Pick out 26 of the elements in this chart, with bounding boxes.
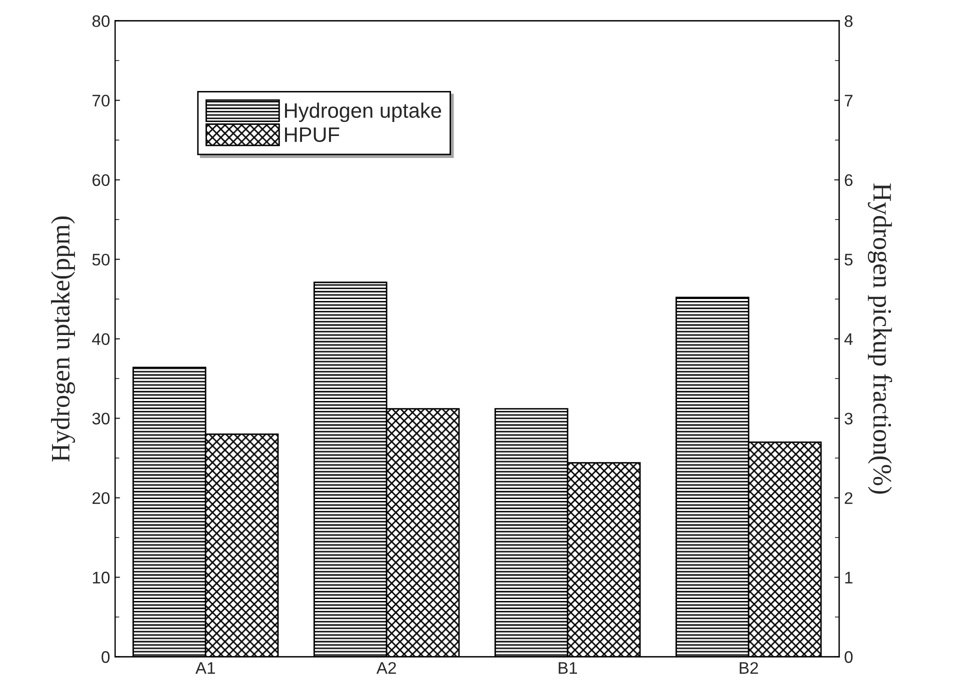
y2-axis-title: Hydrogen pickup fraction(%) bbox=[868, 183, 892, 494]
y2-tick-label: 8 bbox=[844, 15, 853, 28]
y-tick-label: 70 bbox=[92, 94, 110, 107]
y-tick-label: 50 bbox=[92, 254, 110, 266]
y2-tick-label: 4 bbox=[844, 333, 853, 345]
y-tick-label: 60 bbox=[92, 174, 110, 186]
y2-tick-label: 3 bbox=[844, 412, 853, 425]
y-tick-label: 0 bbox=[102, 651, 110, 663]
y2-tick-label: 0 bbox=[844, 651, 853, 663]
y-axis-title: Hydrogen uptake(ppm) bbox=[51, 216, 76, 462]
x-tick-label: A1 bbox=[195, 662, 215, 674]
y2-tick-label: 2 bbox=[844, 492, 852, 504]
y2-tick-label: 5 bbox=[844, 254, 853, 266]
y-tick-label: 80 bbox=[92, 15, 110, 28]
legend-label: Hydrogen uptake bbox=[285, 102, 442, 122]
x-tick-label: B2 bbox=[740, 662, 758, 674]
legend-label: HPUF bbox=[285, 128, 340, 142]
y-tick-label: 20 bbox=[92, 492, 110, 504]
y2-tick-label: 6 bbox=[844, 174, 853, 186]
y2-tick-label: 7 bbox=[844, 94, 852, 106]
x-tick-label: B1 bbox=[558, 662, 577, 674]
y-tick-label: 40 bbox=[92, 333, 110, 346]
y-tick-label: 10 bbox=[92, 572, 110, 584]
y-tick-label: 30 bbox=[92, 412, 110, 425]
x-tick-label: A2 bbox=[376, 662, 396, 674]
y2-tick-label: 1 bbox=[845, 572, 852, 584]
